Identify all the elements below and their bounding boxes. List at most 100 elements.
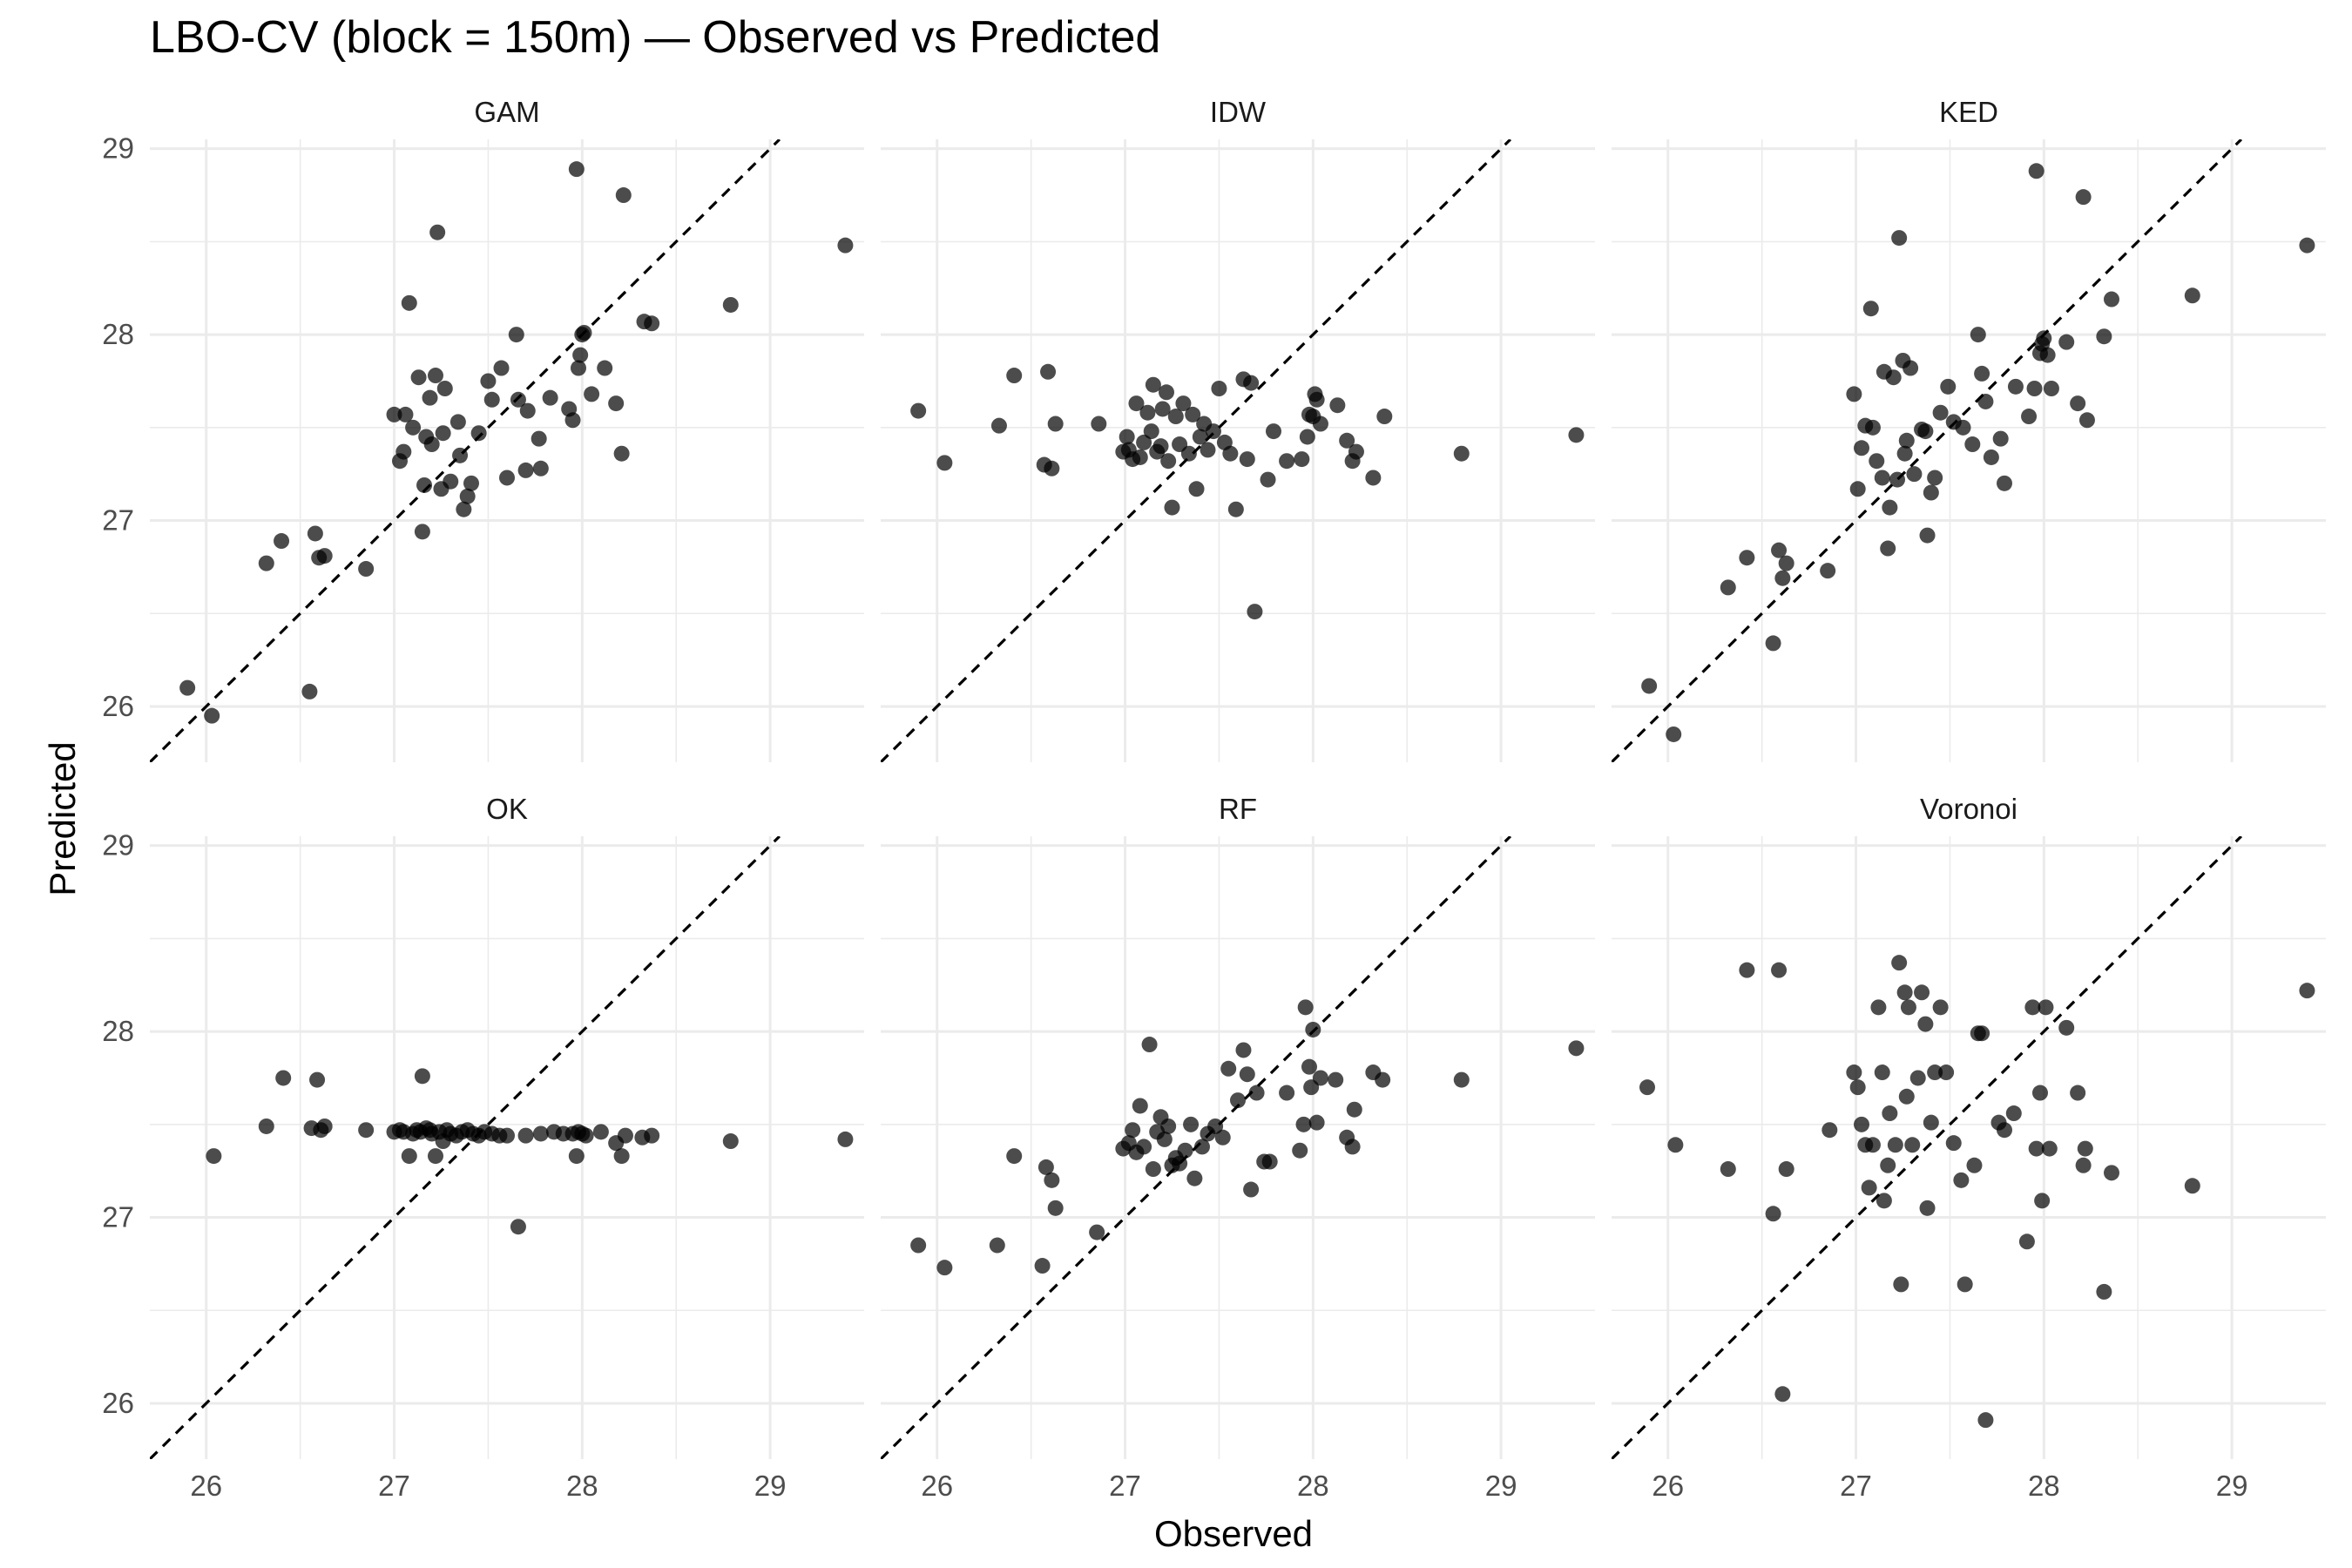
point — [414, 1068, 430, 1085]
point — [316, 548, 333, 564]
point — [1128, 395, 1145, 412]
point — [1765, 635, 1781, 652]
point — [493, 360, 510, 376]
point — [1874, 1064, 1890, 1081]
x-tick-label: 27 — [1840, 1470, 1872, 1502]
point — [1874, 470, 1890, 486]
point — [1923, 1114, 1939, 1131]
point — [1903, 360, 1919, 376]
strip-label-ok: OK — [486, 793, 528, 825]
points-rf — [910, 999, 1585, 1276]
point — [1774, 1386, 1791, 1402]
point — [2007, 378, 2024, 395]
point — [429, 224, 446, 240]
point — [301, 683, 318, 700]
point — [470, 425, 487, 442]
point — [1006, 1148, 1023, 1165]
point — [2021, 409, 2038, 425]
point — [1230, 1092, 1246, 1109]
point — [1239, 451, 1255, 468]
strip-label-gam: GAM — [474, 96, 539, 128]
x-tick-label: 27 — [1109, 1470, 1141, 1502]
point — [1639, 1079, 1655, 1096]
point — [1160, 1118, 1177, 1134]
point — [1183, 1116, 1200, 1132]
y-tick-label: 26 — [102, 690, 134, 722]
points-voronoi — [1639, 955, 2315, 1429]
panel-voronoi: Voronoi 26 27 28 29 — [1612, 793, 2326, 1502]
point — [1207, 1118, 1224, 1134]
x-tick-label: 29 — [1485, 1470, 1517, 1502]
point — [1720, 579, 1736, 596]
point — [510, 391, 526, 408]
point — [1774, 570, 1791, 586]
point — [206, 1148, 222, 1165]
point — [1044, 460, 1060, 476]
point — [508, 327, 524, 343]
point — [1453, 1071, 1470, 1088]
point — [499, 1127, 515, 1144]
point — [1974, 1025, 1990, 1042]
point — [1966, 1157, 1983, 1173]
point — [1919, 1200, 1936, 1216]
point — [1119, 429, 1135, 445]
point — [309, 1071, 326, 1088]
point — [910, 402, 927, 419]
point — [1938, 1064, 1955, 1081]
point — [568, 161, 585, 178]
point — [1247, 604, 1263, 620]
point — [1846, 386, 1862, 402]
point — [459, 488, 476, 504]
strip-label-idw: IDW — [1210, 96, 1267, 128]
point — [617, 1127, 633, 1144]
point — [517, 462, 534, 478]
point — [386, 406, 402, 422]
point — [1849, 481, 1866, 497]
point — [519, 402, 536, 419]
point — [1864, 1137, 1881, 1153]
y-tick-label: 29 — [102, 132, 134, 165]
point — [531, 430, 547, 447]
point — [258, 1118, 274, 1134]
point — [316, 1118, 333, 1134]
point — [1220, 1060, 1237, 1077]
point — [2036, 330, 2052, 347]
point — [395, 443, 412, 460]
point — [2104, 1165, 2119, 1181]
point — [1739, 962, 1755, 978]
point — [463, 475, 479, 491]
point — [510, 1219, 526, 1235]
panel-ked: KED — [1612, 96, 2326, 762]
point — [2026, 381, 2043, 396]
point — [1279, 453, 1295, 470]
point — [1453, 445, 1470, 462]
point — [1136, 1139, 1152, 1155]
point — [1932, 999, 1949, 1016]
point — [989, 1237, 1005, 1254]
point — [204, 707, 220, 724]
point — [1568, 427, 1585, 443]
point — [358, 1122, 375, 1139]
point — [2184, 1178, 2200, 1194]
panel-idw: IDW — [881, 96, 1595, 762]
point — [1880, 1157, 1896, 1173]
point — [1172, 1155, 1188, 1172]
point — [1977, 393, 1994, 409]
point — [1376, 409, 1393, 425]
point — [1145, 1161, 1161, 1178]
point — [1152, 438, 1169, 455]
point — [1260, 471, 1276, 488]
point — [1329, 397, 1346, 414]
panel-gam: GAM 26 27 28 29 — [102, 96, 864, 762]
point — [358, 561, 375, 578]
point — [1771, 962, 1788, 978]
point — [499, 470, 515, 486]
point — [1568, 1040, 1585, 1057]
point — [423, 436, 440, 453]
point — [1308, 391, 1325, 408]
point — [1854, 440, 1869, 456]
x-tick-label: 28 — [2028, 1470, 2060, 1502]
point — [1927, 470, 1943, 486]
point — [1037, 1159, 1054, 1175]
point — [1932, 404, 1949, 421]
